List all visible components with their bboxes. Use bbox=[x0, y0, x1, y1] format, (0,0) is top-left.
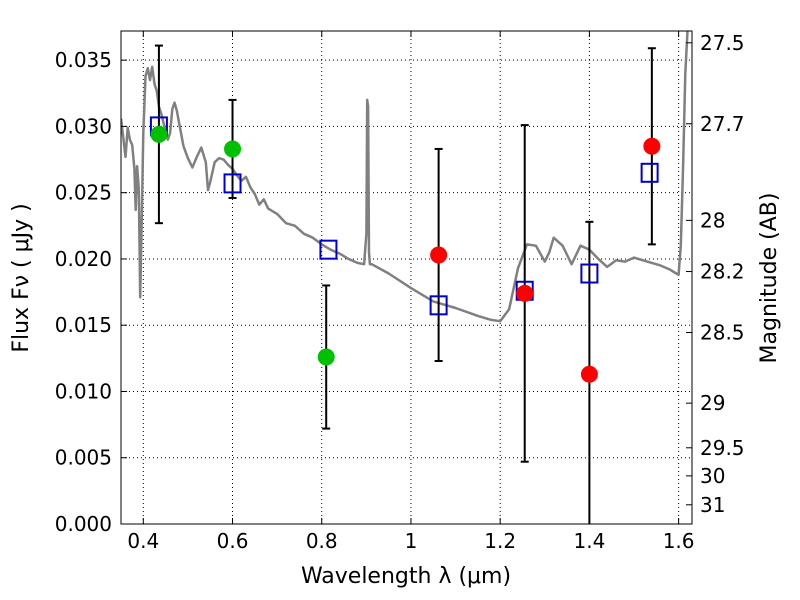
y2-tick-label: 28.5 bbox=[700, 320, 745, 344]
x-tick-label: 1.6 bbox=[663, 529, 695, 553]
y2-tick-label: 28 bbox=[700, 208, 725, 232]
x-tick-label: 1 bbox=[405, 529, 418, 553]
y2-tick-label: 29 bbox=[700, 391, 725, 415]
y-axis-label: Flux Fν ( μJy ) bbox=[9, 203, 34, 352]
plot-frame bbox=[120, 30, 693, 525]
y-tick-label: 0.005 bbox=[55, 446, 112, 470]
y2-tick-label: 27.7 bbox=[700, 112, 745, 136]
upper-limit-point bbox=[516, 284, 534, 302]
x-tick-label: 0.4 bbox=[127, 529, 159, 553]
x-tick-label: 1.4 bbox=[573, 529, 605, 553]
y-tick-label: 0.000 bbox=[55, 512, 112, 536]
axis-ticks bbox=[121, 31, 692, 525]
upper-limit-point bbox=[430, 246, 448, 264]
y2-tick-label: 28.2 bbox=[700, 260, 745, 284]
y2-tick-labels: 27.5 27.7 28 28.2 28.5 29 29.5 30 31 bbox=[700, 31, 745, 517]
model-spectrum bbox=[121, 31, 689, 323]
y2-tick-label: 29.5 bbox=[700, 436, 745, 460]
model-magnitude-square bbox=[580, 263, 599, 284]
model-magnitude-square bbox=[223, 173, 242, 194]
model-magnitude-square bbox=[319, 239, 338, 260]
y2-tick-label: 31 bbox=[700, 493, 725, 517]
photometry-points bbox=[150, 125, 661, 383]
detection-point bbox=[317, 348, 335, 366]
y-tick-label: 0.020 bbox=[55, 247, 112, 271]
x-tick-label: 0.8 bbox=[306, 529, 338, 553]
x-tick-label: 1.2 bbox=[484, 529, 516, 553]
y-tick-label: 0.015 bbox=[55, 313, 112, 337]
model-magnitude-square bbox=[429, 295, 448, 316]
grid-lines bbox=[121, 31, 692, 524]
spectrum-line bbox=[121, 31, 689, 323]
detection-point bbox=[224, 140, 242, 158]
x-tick-labels: 0.4 0.6 0.8 1 1.2 1.4 1.6 bbox=[127, 529, 694, 553]
model-magnitude-square bbox=[640, 162, 659, 183]
y-tick-label: 0.010 bbox=[55, 379, 112, 403]
y2-axis-label: Magnitude (AB) bbox=[757, 193, 782, 364]
y-tick-label: 0.025 bbox=[55, 181, 112, 205]
y-tick-label: 0.030 bbox=[55, 114, 112, 138]
y-tick-label: 0.035 bbox=[55, 48, 112, 72]
x-tick-label: 0.6 bbox=[217, 529, 249, 553]
x-axis-label: Wavelength λ (μm) bbox=[301, 564, 511, 589]
y2-tick-label: 27.5 bbox=[700, 31, 745, 55]
upper-limit-point bbox=[580, 365, 598, 383]
upper-limit-point bbox=[643, 137, 661, 155]
detection-point bbox=[150, 125, 168, 143]
y2-tick-label: 30 bbox=[700, 464, 725, 488]
y-tick-labels: 0.000 0.005 0.010 0.015 0.020 0.025 0.030 0.035 bbox=[55, 48, 112, 536]
